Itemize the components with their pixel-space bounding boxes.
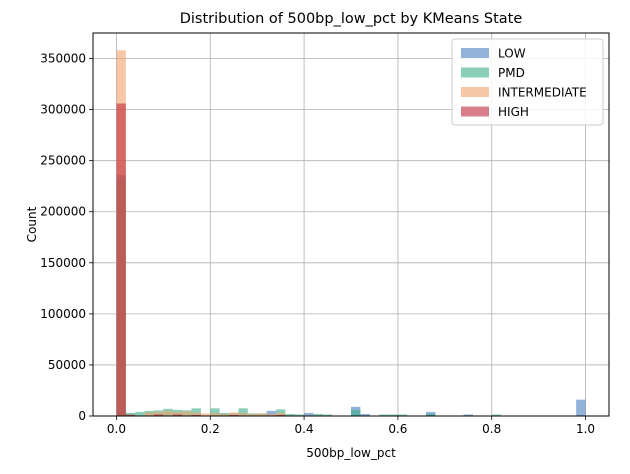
histogram-bar-pmd <box>388 414 398 416</box>
legend-label: HIGH <box>498 105 529 119</box>
histogram-bar-intermediate <box>247 413 258 416</box>
y-tick-label: 150000 <box>40 256 86 270</box>
plot-frame <box>92 32 610 417</box>
histogram-bar-high <box>172 414 183 416</box>
histogram-bar-high <box>191 414 201 416</box>
y-tick-label: 350000 <box>40 52 86 66</box>
histogram-bar-pmd <box>191 408 201 416</box>
histogram-bar-pmd <box>322 414 333 416</box>
histogram-bars <box>116 50 586 417</box>
y-tick-label: 100000 <box>40 307 86 321</box>
legend-swatch <box>461 87 489 97</box>
chart-title: Distribution of 500bp_low_pct by KMeans … <box>180 11 523 27</box>
histogram-bar-low <box>360 413 370 416</box>
histogram-bar-pmd <box>210 408 220 416</box>
histogram-bar-pmd <box>294 414 305 416</box>
histogram-bar-intermediate <box>229 412 239 416</box>
histogram-bar-pmd <box>285 413 295 416</box>
legend-label: PMD <box>498 66 525 80</box>
x-tick-label: 0.6 <box>388 422 407 436</box>
y-tick-label: 200000 <box>40 205 86 219</box>
x-tick-label: 0.0 <box>107 422 126 436</box>
histogram-bar-low <box>304 412 314 416</box>
histogram-bar-pmd <box>313 413 323 416</box>
histogram-bar-low <box>266 410 276 416</box>
legend-swatch <box>461 67 489 78</box>
y-tick-label: 300000 <box>40 103 86 117</box>
legend-swatch <box>461 106 489 117</box>
legend-label: LOW <box>498 47 526 61</box>
x-axis-ticks: 0.0 0.2 0.4 0.6 0.8 1.0 <box>107 416 595 436</box>
histogram-bar-intermediate <box>172 411 183 416</box>
histogram-bar-intermediate <box>266 413 276 416</box>
histogram-bar-pmd <box>238 408 248 416</box>
histogram-bar-pmd <box>135 411 145 416</box>
histogram-bar-low <box>463 414 473 416</box>
legend-swatch <box>461 48 489 58</box>
histogram-bar-pmd <box>491 414 502 416</box>
y-tick-label: 0 <box>78 409 86 423</box>
histogram-bar-high <box>275 414 286 416</box>
x-axis-label: 500bp_low_pct <box>306 446 396 460</box>
histogram-bar-pmd <box>426 413 436 416</box>
histogram-bar-high <box>125 414 136 416</box>
histogram-bar-intermediate <box>257 413 267 416</box>
y-axis-ticks: 0 50000 100000 150000 200000 250000 300000 3500… <box>40 52 93 423</box>
x-tick-label: 0.4 <box>295 422 314 436</box>
y-tick-label: 50000 <box>48 358 86 372</box>
histogram-bar-intermediate <box>144 412 154 416</box>
x-tick-label: 1.0 <box>576 422 595 436</box>
histogram-bar-intermediate <box>210 412 220 416</box>
histogram-bar-high <box>153 414 164 416</box>
histogram-bar-intermediate <box>191 412 201 416</box>
histogram-bar-intermediate <box>219 413 230 416</box>
histogram-bar-intermediate <box>275 412 286 416</box>
histogram-bar-intermediate <box>238 412 248 416</box>
histogram-bar-intermediate <box>182 411 192 416</box>
histogram-bar-pmd <box>275 409 286 416</box>
legend-label: INTERMEDIATE <box>498 86 587 100</box>
histogram-bar-low <box>576 399 586 416</box>
legend-box <box>451 38 604 126</box>
y-tick-label: 250000 <box>40 154 86 168</box>
histogram-bar-pmd <box>351 409 361 416</box>
histogram-bar-high <box>116 103 126 417</box>
histogram-bar-intermediate <box>163 410 173 416</box>
histogram-bar-intermediate <box>153 411 164 416</box>
y-axis-label: Count <box>25 206 39 242</box>
legend: LOW PMD INTERMEDIATE HIGH <box>451 38 604 126</box>
histogram-bar-pmd <box>379 414 389 416</box>
x-tick-label: 0.8 <box>482 422 501 436</box>
histogram-bar-pmd <box>397 414 408 416</box>
histogram-bar-intermediate <box>200 413 211 416</box>
histogram-bar-high <box>229 414 239 416</box>
x-tick-label: 0.2 <box>201 422 220 436</box>
